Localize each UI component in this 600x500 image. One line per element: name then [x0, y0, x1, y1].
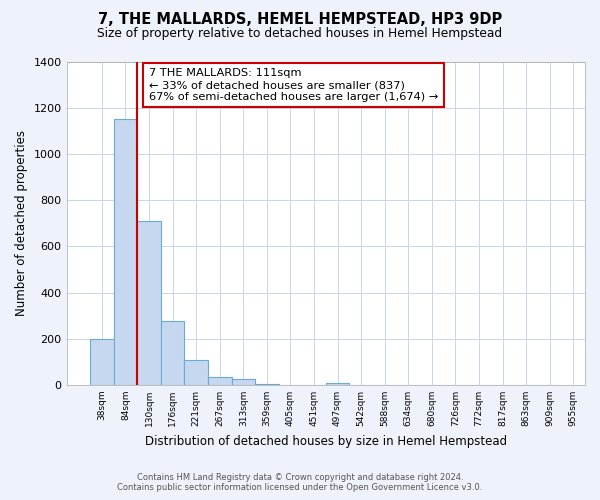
- Bar: [184, 360, 208, 385]
- Bar: [113, 120, 137, 385]
- Text: 7 THE MALLARDS: 111sqm
← 33% of detached houses are smaller (837)
67% of semi-de: 7 THE MALLARDS: 111sqm ← 33% of detached…: [149, 68, 438, 102]
- Bar: [137, 221, 161, 385]
- Bar: [90, 338, 113, 385]
- Text: Size of property relative to detached houses in Hemel Hempstead: Size of property relative to detached ho…: [97, 28, 503, 40]
- Bar: [208, 377, 232, 385]
- Bar: [161, 322, 184, 385]
- Text: Contains HM Land Registry data © Crown copyright and database right 2024.
Contai: Contains HM Land Registry data © Crown c…: [118, 473, 482, 492]
- Y-axis label: Number of detached properties: Number of detached properties: [15, 130, 28, 316]
- X-axis label: Distribution of detached houses by size in Hemel Hempstead: Distribution of detached houses by size …: [145, 434, 507, 448]
- Text: 7, THE MALLARDS, HEMEL HEMPSTEAD, HP3 9DP: 7, THE MALLARDS, HEMEL HEMPSTEAD, HP3 9D…: [98, 12, 502, 28]
- Bar: [255, 384, 278, 385]
- Bar: [326, 382, 349, 385]
- Bar: [232, 379, 255, 385]
